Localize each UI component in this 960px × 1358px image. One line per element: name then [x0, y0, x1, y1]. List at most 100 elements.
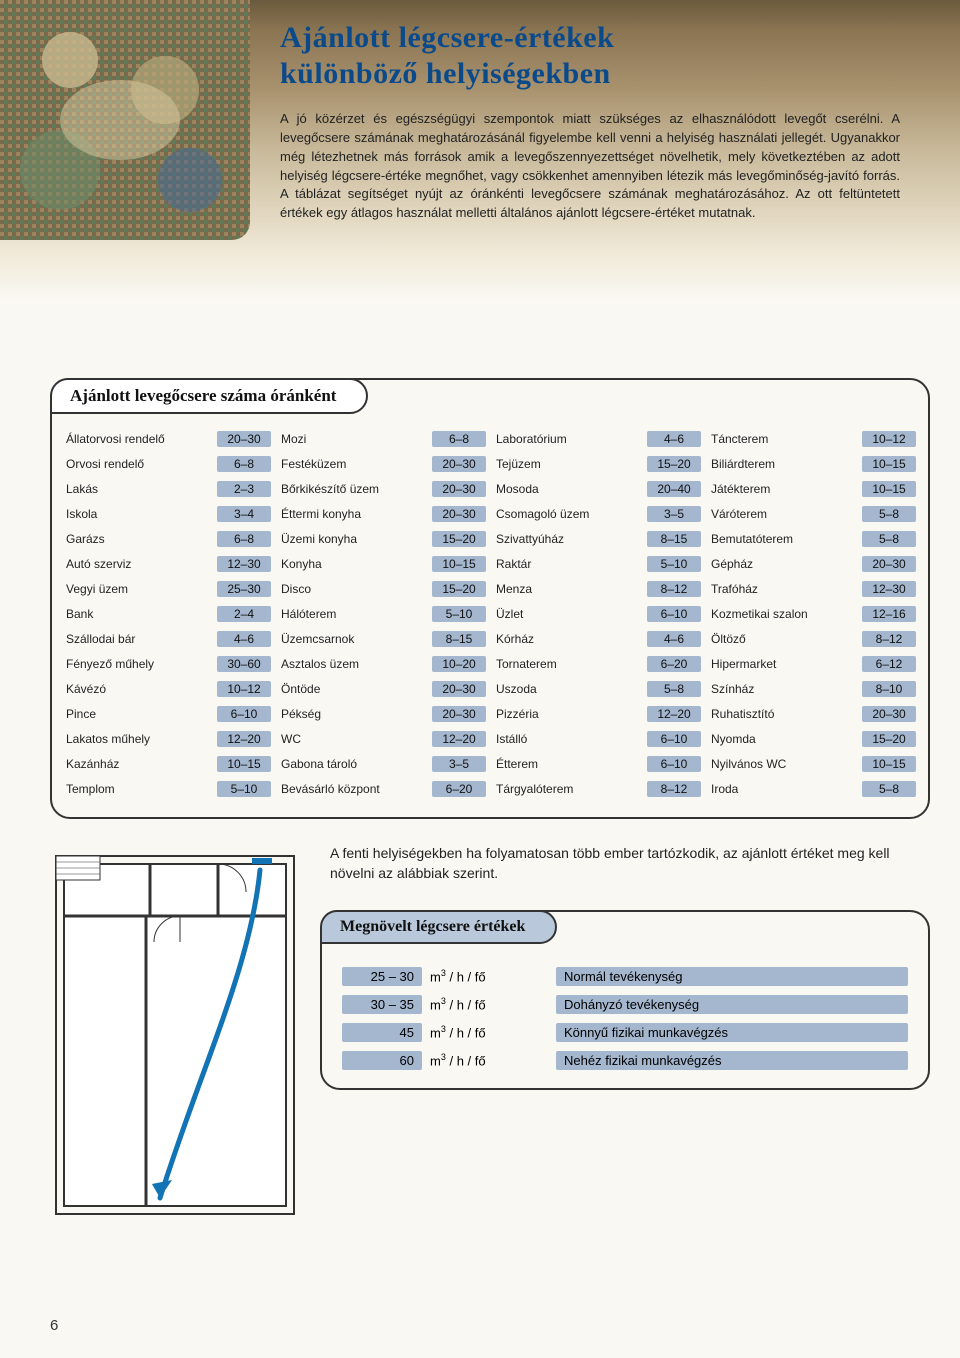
table-row: Táncterem10–12: [707, 426, 918, 451]
table-row: Csomagoló üzem3–5: [492, 501, 703, 526]
table-column: Táncterem10–12Biliárdterem10–15Játéktere…: [707, 426, 918, 801]
row-label: Gabona tároló: [277, 757, 432, 771]
row-value: 6–12: [862, 656, 916, 672]
table-row: Lakás2–3: [62, 476, 273, 501]
table-row: Öntöde20–30: [277, 676, 488, 701]
table-row: Hipermarket6–12: [707, 651, 918, 676]
row-value: 2–3: [217, 481, 271, 497]
table-row: Tárgyalóterem8–12: [492, 776, 703, 801]
row-label: Tárgyalóterem: [492, 782, 647, 796]
row-value: 8–15: [432, 631, 486, 647]
table-row: Pince6–10: [62, 701, 273, 726]
row-label: Iskola: [62, 507, 217, 521]
table-row: Festéküzem20–30: [277, 451, 488, 476]
row-value: 15–20: [862, 731, 916, 747]
row-value: 10–15: [862, 756, 916, 772]
increased-unit: m3 / h / fő: [426, 968, 526, 984]
page: Ajánlott légcsere-értékek különböző hely…: [0, 0, 960, 1358]
row-value: 3–5: [432, 756, 486, 772]
row-value: 5–8: [862, 506, 916, 522]
row-label: Trafóház: [707, 582, 862, 596]
increased-desc: Nehéz fizikai munkavégzés: [556, 1051, 908, 1070]
table-row: Gépház20–30: [707, 551, 918, 576]
row-value: 10–12: [217, 681, 271, 697]
page-title: Ajánlott légcsere-értékek különböző hely…: [280, 20, 900, 92]
row-label: Hálóterem: [277, 607, 432, 621]
row-label: Szivattyúház: [492, 532, 647, 546]
table-row: Színház8–10: [707, 676, 918, 701]
row-value: 6–20: [647, 656, 701, 672]
increased-value: 30 – 35: [342, 995, 422, 1014]
row-value: 20–30: [432, 681, 486, 697]
mosaic-image: [0, 0, 250, 240]
row-value: 20–30: [217, 431, 271, 447]
row-value: 6–20: [432, 781, 486, 797]
row-value: 5–10: [647, 556, 701, 572]
row-value: 5–10: [217, 781, 271, 797]
row-value: 30–60: [217, 656, 271, 672]
table-row: Nyomda15–20: [707, 726, 918, 751]
row-label: Autó szerviz: [62, 557, 217, 571]
title-line1: Ajánlott légcsere-értékek: [280, 21, 614, 54]
row-value: 15–20: [432, 581, 486, 597]
row-label: Színház: [707, 682, 862, 696]
row-value: 12–16: [862, 606, 916, 622]
table-row: Szivattyúház8–15: [492, 526, 703, 551]
row-value: 6–8: [217, 531, 271, 547]
table-row: Vegyi üzem25–30: [62, 576, 273, 601]
row-label: Bank: [62, 607, 217, 621]
row-value: 10–15: [862, 456, 916, 472]
row-value: 5–8: [862, 531, 916, 547]
row-label: Üzlet: [492, 607, 647, 621]
row-value: 25–30: [217, 581, 271, 597]
row-label: Festéküzem: [277, 457, 432, 471]
row-value: 10–15: [432, 556, 486, 572]
table-row: Bank2–4: [62, 601, 273, 626]
row-value: 12–20: [432, 731, 486, 747]
row-label: Állatorvosi rendelő: [62, 432, 217, 446]
increased-value: 45: [342, 1023, 422, 1042]
row-label: Nyomda: [707, 732, 862, 746]
row-label: Csomagoló üzem: [492, 507, 647, 521]
table-row: Iroda5–8: [707, 776, 918, 801]
table-row: Autó szerviz12–30: [62, 551, 273, 576]
table-row: Menza8–12: [492, 576, 703, 601]
row-label: Menza: [492, 582, 647, 596]
table-row: Pizzéria12–20: [492, 701, 703, 726]
increased-desc: Normál tevékenység: [556, 967, 908, 986]
row-value: 12–30: [862, 581, 916, 597]
title-line2: különböző helyiségekben: [280, 57, 611, 90]
table-row: Iskola3–4: [62, 501, 273, 526]
table-row: Kazánház10–15: [62, 751, 273, 776]
row-label: Ruhatisztító: [707, 707, 862, 721]
row-value: 20–30: [432, 456, 486, 472]
row-value: 15–20: [432, 531, 486, 547]
floorplan-diagram: [50, 850, 300, 1220]
table-row: Hálóterem5–10: [277, 601, 488, 626]
row-label: Mosoda: [492, 482, 647, 496]
row-label: Üzemcsarnok: [277, 632, 432, 646]
row-label: Fényező műhely: [62, 657, 217, 671]
row-value: 3–4: [217, 506, 271, 522]
row-label: Táncterem: [707, 432, 862, 446]
row-label: Biliárdterem: [707, 457, 862, 471]
row-label: Étterem: [492, 757, 647, 771]
increased-row: 25 – 30m3 / h / főNormál tevékenység: [342, 962, 908, 990]
table-row: Gabona tároló3–5: [277, 751, 488, 776]
table-row: Disco15–20: [277, 576, 488, 601]
row-value: 20–30: [432, 706, 486, 722]
row-value: 2–4: [217, 606, 271, 622]
row-label: Váróterem: [707, 507, 862, 521]
increased-table-panel: Megnövelt légcsere értékek 25 – 30m3 / h…: [320, 910, 930, 1090]
row-value: 5–8: [862, 781, 916, 797]
row-value: 8–10: [862, 681, 916, 697]
table-row: Mozi6–8: [277, 426, 488, 451]
row-value: 10–12: [862, 431, 916, 447]
row-label: Kozmetikai szalon: [707, 607, 862, 621]
table-row: Uszoda5–8: [492, 676, 703, 701]
increased-table-heading: Megnövelt légcsere értékek: [320, 910, 557, 944]
row-value: 6–10: [647, 731, 701, 747]
increased-desc: Könnyű fizikai munkavégzés: [556, 1023, 908, 1042]
page-number: 6: [50, 1317, 58, 1334]
table-row: Kórház4–6: [492, 626, 703, 651]
